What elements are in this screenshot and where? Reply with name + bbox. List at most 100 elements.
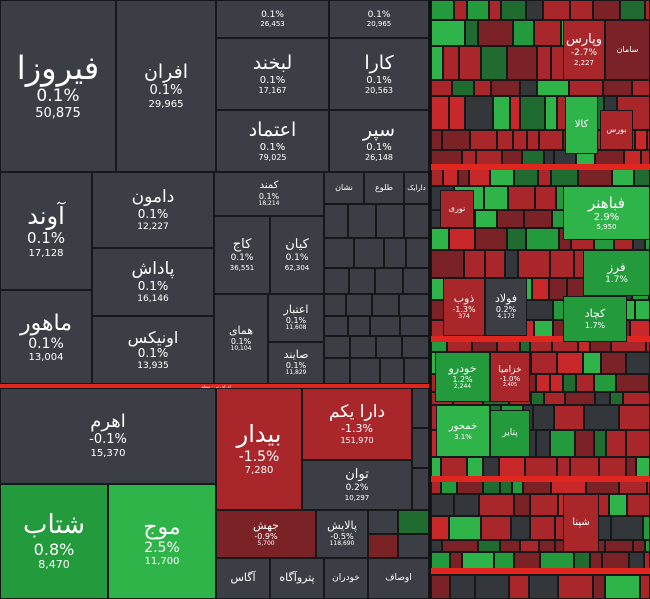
treemap-tile[interactable]: آوند 0.1% 17,128 [0, 172, 92, 290]
treemap-cell[interactable] [534, 20, 561, 46]
treemap-tile[interactable]: خودران [324, 558, 368, 599]
treemap-cell[interactable] [527, 130, 539, 150]
treemap-tile[interactable]: 0.1% 26,453 [216, 0, 329, 38]
treemap-cell[interactable] [584, 405, 619, 430]
treemap-cell[interactable] [454, 0, 467, 20]
treemap-cell[interactable] [513, 130, 527, 150]
treemap-cell[interactable] [406, 238, 429, 268]
treemap-cell[interactable] [601, 352, 626, 374]
treemap-cell[interactable] [459, 46, 481, 80]
treemap-cell[interactable] [593, 0, 620, 20]
treemap-cell[interactable] [563, 374, 576, 392]
treemap-cell[interactable] [594, 430, 606, 457]
treemap-cell[interactable] [576, 374, 594, 392]
treemap-cell[interactable] [431, 80, 452, 96]
treemap-cell[interactable] [412, 388, 429, 428]
treemap-cell[interactable] [441, 480, 457, 494]
treemap-tile[interactable]: 0.1% 20,965 [329, 0, 429, 38]
treemap-tile[interactable]: خزامیا -1.0% 2,405 [490, 352, 530, 402]
treemap-cell[interactable] [626, 430, 650, 457]
treemap-cell[interactable] [611, 516, 643, 540]
treemap-cell[interactable] [575, 430, 594, 457]
treemap-cell[interactable] [475, 210, 497, 228]
treemap-cell[interactable] [532, 278, 549, 300]
treemap-cell[interactable] [348, 316, 370, 336]
treemap-cell[interactable] [594, 374, 616, 392]
treemap-tile[interactable]: همای 0.1% 10,104 [214, 294, 268, 384]
treemap-cell[interactable] [570, 0, 593, 20]
treemap-cell[interactable] [526, 228, 559, 250]
treemap-cell[interactable] [431, 228, 449, 250]
treemap-tile[interactable]: ماهور 0.1% 13,004 [0, 290, 92, 384]
treemap-cell[interactable] [535, 186, 556, 210]
treemap-tile[interactable]: اعتبار 0.1% 11,608 [268, 294, 324, 342]
treemap-cell[interactable] [431, 130, 442, 150]
treemap-tile[interactable]: دامون 0.1% 12,227 [92, 172, 214, 248]
treemap-cell[interactable] [505, 250, 518, 278]
treemap-cell[interactable] [454, 494, 479, 516]
treemap-cell[interactable] [603, 80, 632, 96]
treemap-cell[interactable] [605, 575, 640, 599]
treemap-cell[interactable] [431, 250, 464, 278]
treemap-cell[interactable] [475, 228, 507, 250]
treemap-cell[interactable] [431, 516, 449, 540]
treemap-cell[interactable] [586, 480, 619, 494]
treemap-cell[interactable] [507, 228, 526, 250]
treemap-tile[interactable]: آگاس [216, 558, 270, 599]
treemap-tile[interactable]: خودرو 1.2% 2,244 [435, 352, 490, 402]
treemap-tile[interactable]: اهرم -0.1% 15,370 [0, 388, 216, 484]
treemap-cell[interactable] [324, 294, 346, 316]
treemap-cell[interactable] [640, 575, 650, 599]
treemap-cell[interactable] [380, 358, 404, 384]
treemap-cell[interactable] [610, 392, 623, 405]
treemap-tile[interactable]: موج 2.5% 11,700 [108, 484, 216, 599]
treemap-cell[interactable] [400, 316, 429, 336]
treemap-cell[interactable] [324, 336, 350, 358]
treemap-cell[interactable] [475, 575, 509, 599]
treemap-cell[interactable] [583, 352, 601, 374]
treemap-tile[interactable]: ذوب -1.3% 374 [443, 278, 485, 336]
treemap-cell[interactable] [545, 96, 557, 130]
treemap-cell[interactable] [530, 516, 555, 540]
treemap-cell[interactable] [368, 510, 398, 534]
treemap-tile[interactable]: بیدار -1.5% 7,280 [216, 388, 302, 510]
treemap-tile[interactable]: فباهنر 2.9% 5,950 [563, 186, 650, 240]
treemap-cell[interactable] [350, 336, 376, 358]
treemap-cell[interactable] [537, 46, 551, 80]
treemap-cell[interactable] [626, 352, 650, 374]
treemap-tile[interactable]: فرز 1.7% [583, 250, 650, 296]
treemap-cell[interactable] [543, 0, 570, 20]
treemap-tile[interactable]: توان 0.2% 10,297 [302, 460, 412, 510]
treemap-cell[interactable] [324, 238, 354, 268]
treemap-tile[interactable]: جهش -0.9% 5,700 [216, 510, 316, 558]
treemap-cell[interactable] [412, 428, 429, 468]
treemap-cell[interactable] [348, 204, 376, 238]
treemap-cell[interactable] [619, 405, 650, 430]
treemap-cell[interactable] [606, 430, 626, 457]
treemap-cell[interactable] [431, 0, 454, 20]
treemap-cell[interactable] [508, 186, 535, 210]
treemap-cell[interactable] [633, 540, 645, 552]
treemap-cell[interactable] [529, 575, 558, 599]
treemap-cell[interactable] [530, 494, 558, 516]
treemap-cell[interactable] [404, 204, 429, 238]
treemap-cell[interactable] [558, 575, 593, 599]
treemap-tile[interactable]: نوری [440, 190, 474, 228]
treemap-cell[interactable] [375, 268, 403, 294]
treemap-cell[interactable] [481, 46, 507, 80]
treemap-cell[interactable] [449, 96, 465, 130]
treemap-cell[interactable] [632, 80, 650, 96]
treemap-cell[interactable] [431, 20, 465, 46]
treemap-cell[interactable] [324, 358, 350, 384]
treemap-cell[interactable] [609, 494, 627, 516]
treemap-tile[interactable]: پالایش -0.5% 118,690 [316, 510, 368, 558]
treemap-cell[interactable] [565, 392, 595, 405]
treemap-cell[interactable] [569, 80, 603, 96]
treemap-cell[interactable] [491, 80, 520, 96]
treemap-cell[interactable] [643, 516, 650, 540]
treemap-cell[interactable] [533, 405, 554, 430]
treemap-tile[interactable]: بورس [600, 110, 633, 150]
treemap-cell[interactable] [550, 250, 574, 278]
treemap-cell[interactable] [324, 204, 348, 238]
treemap-cell[interactable] [511, 516, 530, 540]
